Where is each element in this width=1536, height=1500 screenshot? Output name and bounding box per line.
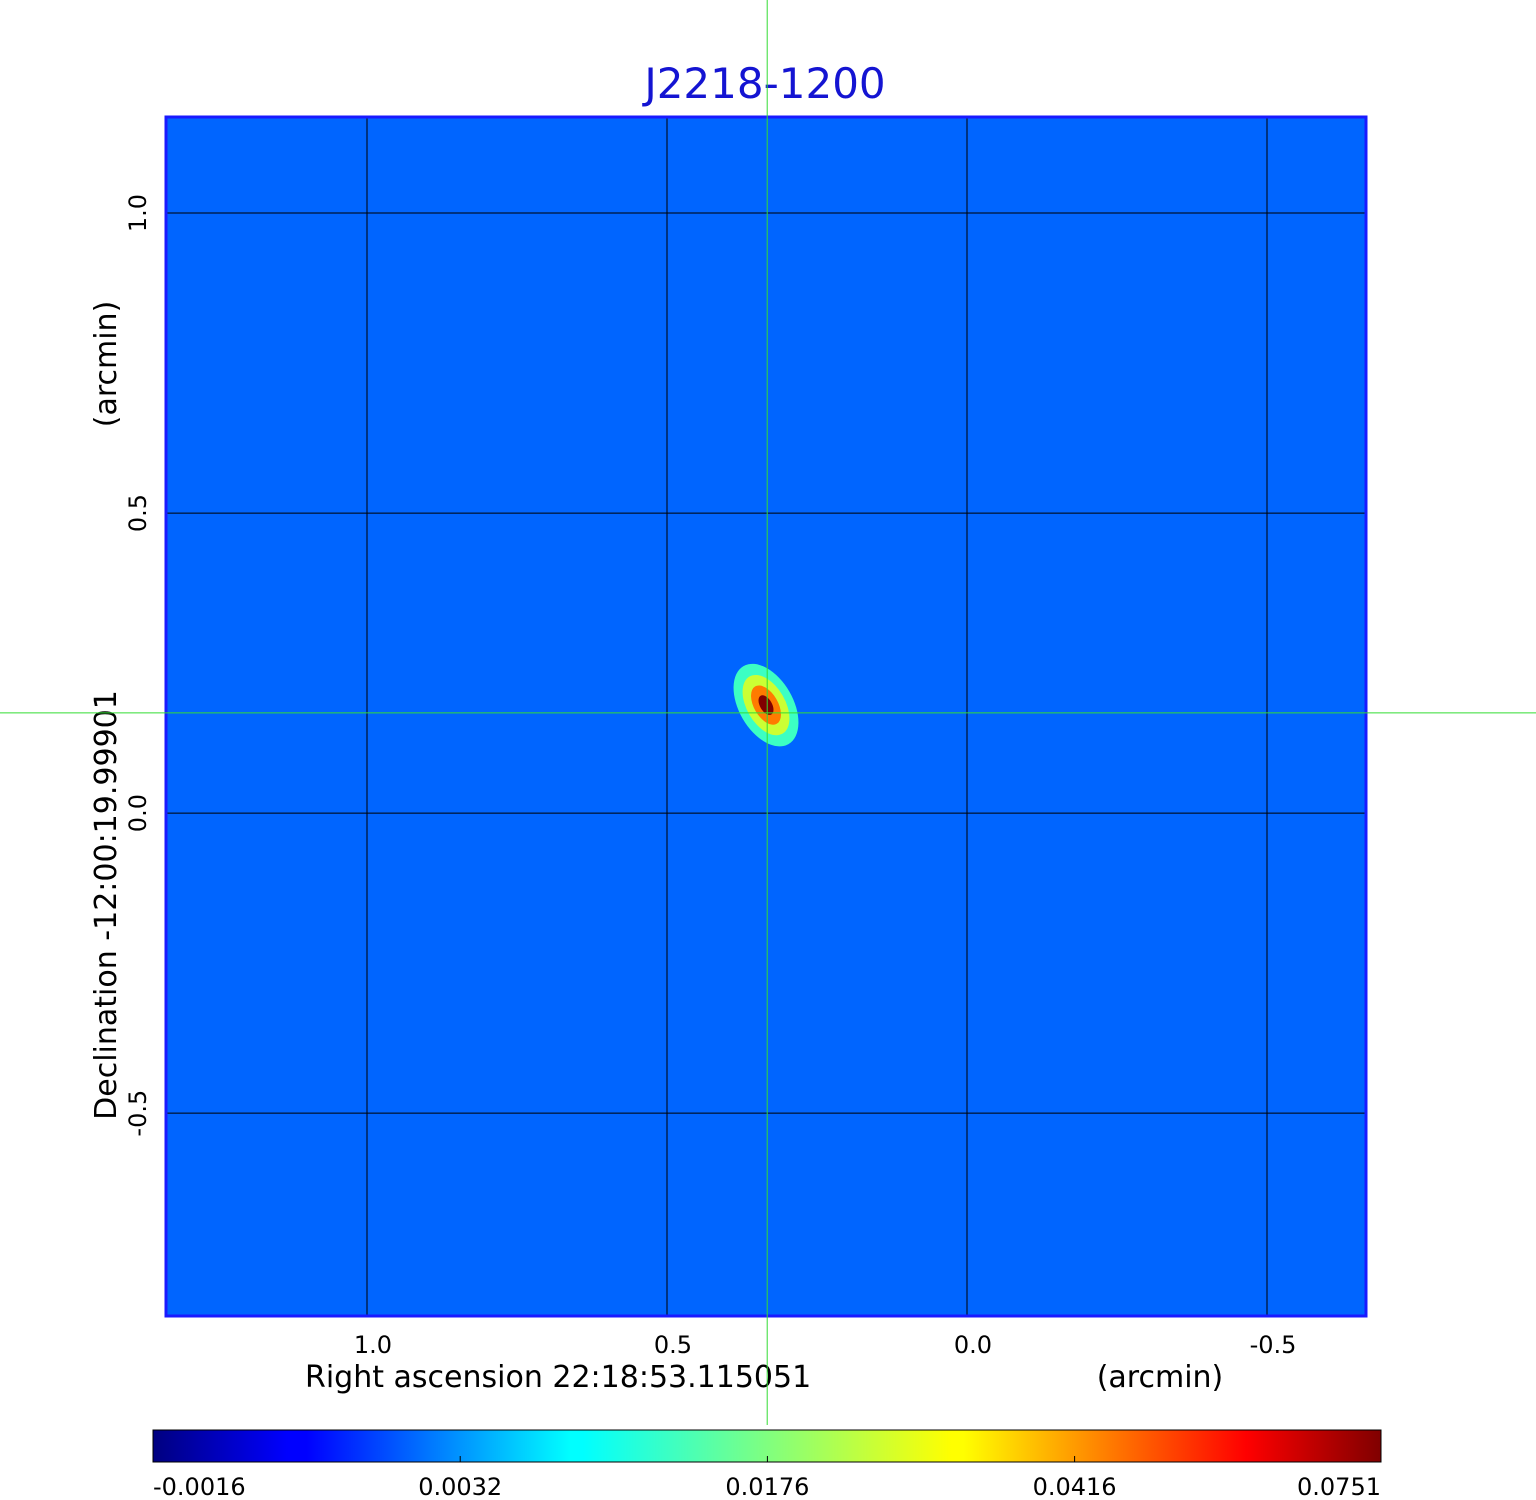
source-level	[758, 695, 774, 715]
x-tick-label: 1.0	[354, 1331, 392, 1359]
x-tick-label: 0.0	[954, 1331, 992, 1359]
y-tick-label: 0.5	[124, 494, 152, 532]
y-tick-label: 1.0	[124, 194, 152, 232]
colorbar-tick-label: 0.0751	[1297, 1473, 1381, 1500]
y-tick-label: 0.0	[124, 794, 152, 832]
colorbar-tick-label: 0.0416	[1033, 1473, 1117, 1500]
x-tick-label: 0.5	[654, 1331, 692, 1359]
colorbar-tick-label: -0.0016	[153, 1473, 246, 1500]
colorbar-tick-label: 0.0176	[725, 1473, 809, 1500]
x-tick-label: -0.5	[1250, 1331, 1297, 1359]
chart-title: J2218-1200	[641, 59, 885, 108]
colorbar-tick-label: 0.0032	[418, 1473, 502, 1500]
y-axis-label: Declination -12:00:19.99901	[89, 690, 124, 1120]
x-axis-unit: (arcmin)	[1097, 1360, 1224, 1395]
source	[733, 663, 799, 747]
y-tick-label: -0.5	[124, 1090, 152, 1137]
x-axis-label: Right ascension 22:18:53.115051	[305, 1360, 811, 1395]
y-axis-unit: (arcmin)	[89, 301, 124, 428]
plot-frame	[164, 115, 1368, 1318]
